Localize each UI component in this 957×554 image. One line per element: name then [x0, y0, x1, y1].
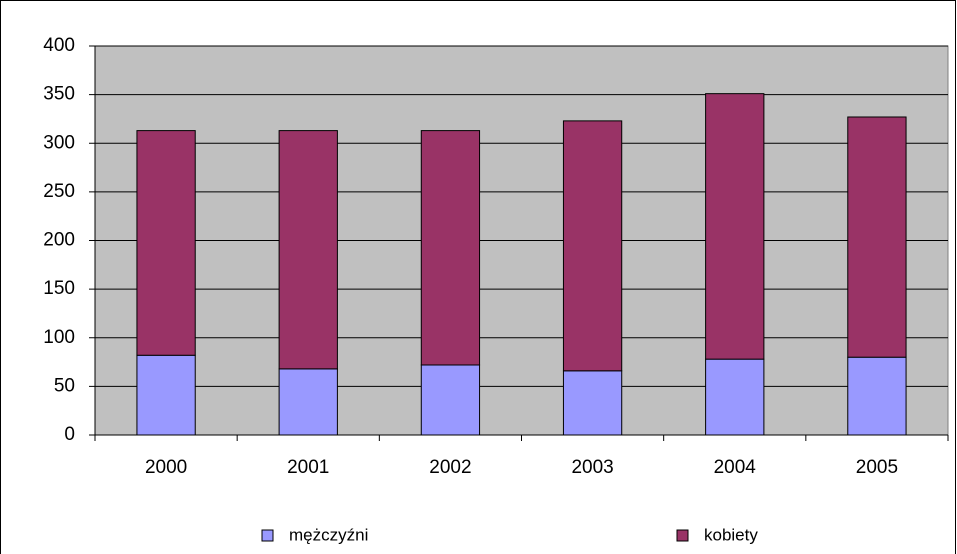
x-tick-label: 2003: [571, 457, 613, 478]
x-tick-label: 2005: [856, 457, 898, 478]
bar-segment: [420, 130, 481, 366]
bar-segment: [420, 364, 481, 436]
y-tick-label: 100: [43, 327, 75, 348]
y-tick-label: 400: [43, 35, 75, 56]
legend-label: mężczyźni: [289, 525, 368, 544]
bar-segment: [562, 120, 623, 372]
y-tick-label: 50: [54, 375, 75, 396]
y-tick-label: 150: [43, 278, 75, 299]
y-tick-label: 300: [43, 132, 75, 153]
y-tick-label: 250: [43, 181, 75, 202]
bar-segment: [847, 116, 907, 358]
legend-swatch: [676, 529, 689, 542]
y-tick-label: 0: [64, 424, 75, 445]
bar-segment: [136, 130, 196, 356]
bar-segment: [278, 368, 338, 436]
bar-segment: [705, 93, 765, 360]
bar-segment: [278, 130, 338, 370]
y-tick-label: 200: [43, 230, 75, 251]
x-tick-label: 2001: [287, 457, 329, 478]
x-tick-label: 2002: [429, 457, 471, 478]
legend-swatch: [261, 529, 274, 542]
x-tick-label: 2004: [714, 457, 757, 478]
bar-segment: [705, 358, 765, 436]
legend-label: kobiety: [704, 525, 758, 544]
bar-segment: [847, 356, 907, 436]
bar-segment: [136, 354, 196, 436]
bar-segment: [562, 370, 623, 436]
y-tick-label: 350: [43, 84, 75, 105]
x-tick-label: 2000: [145, 457, 187, 478]
